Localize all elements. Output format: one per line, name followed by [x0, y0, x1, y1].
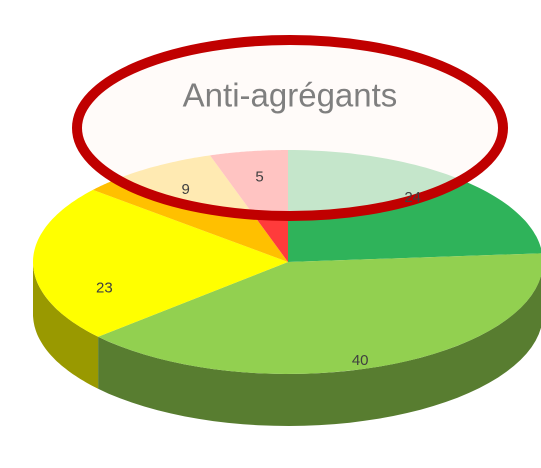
slice	[33, 189, 288, 337]
data-label: 9	[182, 181, 190, 198]
data-label: 24	[404, 189, 421, 206]
highlight-ellipse	[72, 35, 508, 221]
chart-title: Anti-agrégants	[183, 77, 398, 114]
slice	[98, 253, 541, 374]
labels: 24 40 23 9 5	[96, 168, 421, 369]
data-label: 5	[255, 168, 263, 185]
data-label: 23	[96, 279, 113, 296]
data-label: 40	[352, 352, 369, 369]
slice-side	[98, 275, 541, 426]
slice-side	[33, 262, 99, 389]
